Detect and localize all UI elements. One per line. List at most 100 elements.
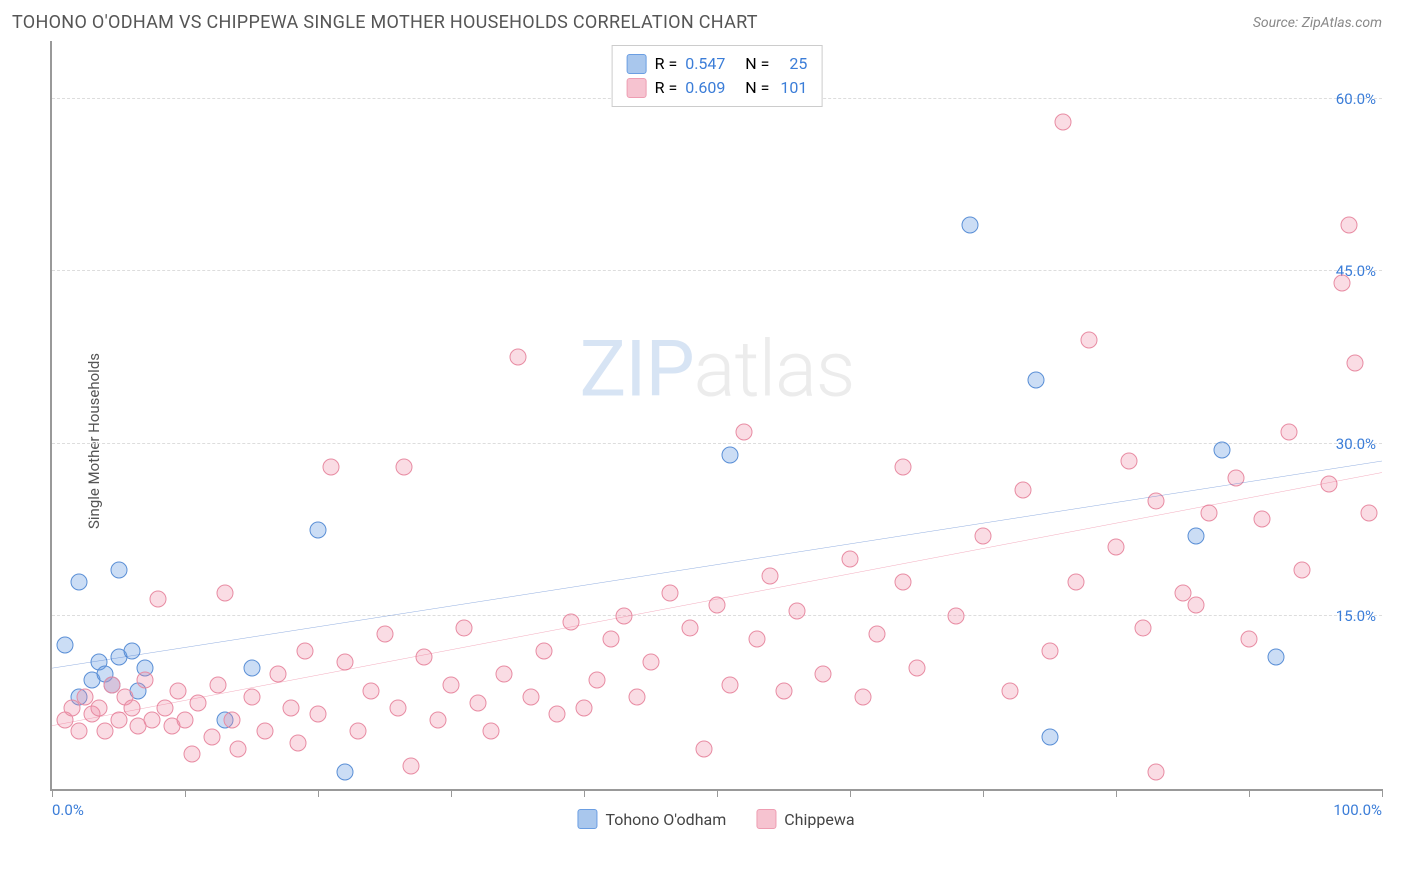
scatter-point (895, 573, 912, 590)
x-tick (584, 789, 585, 797)
chart-source: Source: ZipAtlas.com (1253, 15, 1382, 31)
x-tick-label: 100.0% (1333, 801, 1382, 819)
scatter-point (642, 654, 659, 671)
legend-r-value-2: 0.609 (685, 76, 737, 100)
scatter-point (895, 458, 912, 475)
scatter-point (908, 660, 925, 677)
legend-r-value-1: 0.547 (685, 52, 737, 76)
scatter-point (310, 522, 327, 539)
scatter-point (1134, 619, 1151, 636)
scatter-point (123, 642, 140, 659)
scatter-point (456, 619, 473, 636)
x-tick (1116, 789, 1117, 797)
legend-row-1: R = 0.547 N = 25 (627, 52, 808, 76)
legend-n-value-1: 25 (777, 52, 807, 76)
x-tick-label: 0.0% (52, 801, 84, 819)
plot-region: ZIPatlas R = 0.547 N = 25 R = 0.609 N = … (50, 41, 1382, 791)
scatter-point (443, 677, 460, 694)
scatter-point (1334, 274, 1351, 291)
scatter-point (509, 349, 526, 366)
scatter-point (868, 625, 885, 642)
y-tick-label: 15.0% (1336, 607, 1376, 625)
scatter-point (177, 711, 194, 728)
scatter-point (589, 671, 606, 688)
scatter-point (403, 758, 420, 775)
scatter-point (137, 671, 154, 688)
scatter-point (296, 642, 313, 659)
scatter-point (396, 458, 413, 475)
scatter-point (1347, 355, 1364, 372)
scatter-point (203, 729, 220, 746)
watermark-atlas: atlas (694, 325, 855, 416)
legend-swatch-2 (627, 78, 647, 98)
legend-swatch (577, 809, 597, 829)
scatter-point (602, 631, 619, 648)
scatter-point (662, 585, 679, 602)
scatter-point (389, 700, 406, 717)
scatter-point (522, 688, 539, 705)
scatter-point (1280, 424, 1297, 441)
legend-swatch-1 (627, 54, 647, 74)
scatter-point (1320, 476, 1337, 493)
scatter-point (157, 700, 174, 717)
scatter-point (123, 700, 140, 717)
scatter-point (223, 711, 240, 728)
scatter-point (1214, 441, 1231, 458)
scatter-point (310, 706, 327, 723)
x-tick (52, 789, 53, 797)
scatter-point (429, 711, 446, 728)
scatter-point (775, 683, 792, 700)
scatter-point (1041, 729, 1058, 746)
scatter-point (243, 688, 260, 705)
scatter-point (482, 723, 499, 740)
gridline (52, 270, 1382, 271)
scatter-point (90, 700, 107, 717)
scatter-point (336, 654, 353, 671)
scatter-point (1054, 113, 1071, 130)
scatter-point (1201, 504, 1218, 521)
scatter-point (1108, 539, 1125, 556)
scatter-point (961, 217, 978, 234)
scatter-point (469, 694, 486, 711)
scatter-point (416, 648, 433, 665)
scatter-point (1081, 332, 1098, 349)
x-tick (983, 789, 984, 797)
chart-title: TOHONO O'ODHAM VS CHIPPEWA SINGLE MOTHER… (12, 12, 758, 33)
legend-swatch (756, 809, 776, 829)
legend-label: Chippewa (784, 810, 854, 829)
scatter-point (57, 637, 74, 654)
gridline (52, 615, 1382, 616)
scatter-point (1187, 527, 1204, 544)
scatter-point (1340, 217, 1357, 234)
scatter-point (815, 665, 832, 682)
y-tick-label: 30.0% (1336, 435, 1376, 453)
scatter-point (270, 665, 287, 682)
scatter-point (170, 683, 187, 700)
legend-n-label-2: N = (745, 76, 769, 100)
scatter-point (1028, 372, 1045, 389)
scatter-point (256, 723, 273, 740)
scatter-point (243, 660, 260, 677)
watermark-zip: ZIP (580, 325, 694, 416)
x-tick (451, 789, 452, 797)
scatter-point (1254, 510, 1271, 527)
scatter-point (336, 763, 353, 780)
scatter-point (1041, 642, 1058, 659)
trend-line (52, 461, 1382, 668)
scatter-point (1014, 481, 1031, 498)
scatter-point (855, 688, 872, 705)
y-tick-label: 60.0% (1336, 90, 1376, 108)
legend-item: Chippewa (756, 809, 854, 829)
watermark: ZIPatlas (580, 325, 855, 416)
legend-r-label-1: R = (655, 52, 678, 76)
scatter-point (1241, 631, 1258, 648)
trend-lines (52, 41, 1382, 789)
legend-row-2: R = 0.609 N = 101 (627, 76, 808, 100)
scatter-point (948, 608, 965, 625)
legend-n-value-2: 101 (777, 76, 807, 100)
x-tick (717, 789, 718, 797)
scatter-point (695, 740, 712, 757)
legend-n-label-1: N = (745, 52, 769, 76)
x-tick (318, 789, 319, 797)
scatter-point (1068, 573, 1085, 590)
